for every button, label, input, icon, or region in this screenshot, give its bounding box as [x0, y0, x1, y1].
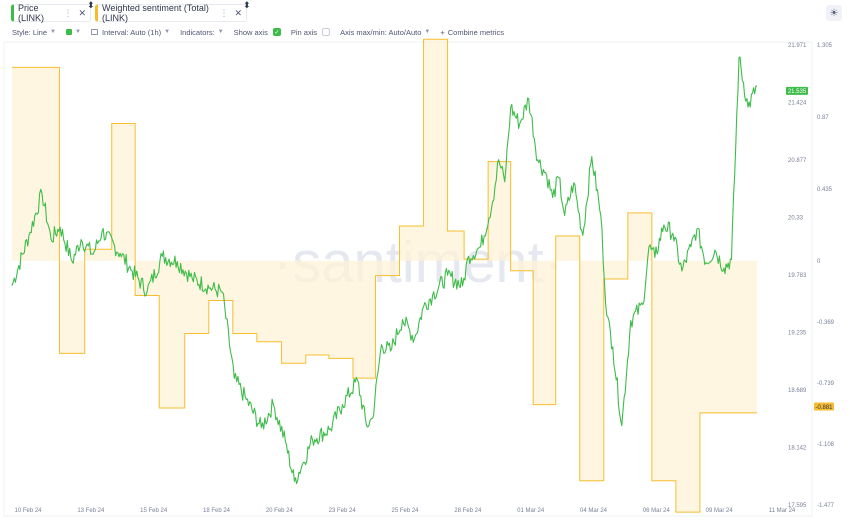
- kebab-menu-icon[interactable]: ⋮: [219, 7, 229, 18]
- pin-axis-toggle[interactable]: Pin axis: [290, 27, 331, 37]
- price-axis: 21.971 21.424 20.877 20.33 19.783 19.235 18.68…: [788, 43, 807, 509]
- axis-maxmin-dropdown[interactable]: Axis max/min: Auto/Auto ▼: [340, 28, 430, 37]
- x-tick-label: 18 Feb 24: [203, 508, 231, 514]
- x-tick-label: 25 Feb 24: [391, 508, 419, 514]
- chevron-down-icon: ▼: [424, 29, 431, 35]
- price-tick-label: 21.424: [788, 101, 807, 107]
- checkbox-empty-icon[interactable]: [322, 28, 331, 36]
- x-tick-label: 13 Feb 24: [77, 508, 105, 514]
- sentiment-badge-label: -0.881: [815, 405, 833, 411]
- x-tick-label: 09 Mar 24: [706, 508, 734, 514]
- checkbox-checked-icon[interactable]: ✓: [272, 28, 281, 36]
- price-badge-label: 21.535: [788, 89, 807, 95]
- interval-dropdown[interactable]: Interval: Auto (1h) ▼: [90, 27, 171, 37]
- chevron-down-icon: ▼: [50, 29, 56, 35]
- price-tick-label: 19.235: [788, 331, 807, 337]
- color-swatch-icon: [65, 29, 72, 35]
- sentiment-tick-label: 0: [817, 259, 821, 265]
- style-dropdown[interactable]: Style: Line ▼: [12, 28, 56, 37]
- calendar-icon: [90, 29, 98, 35]
- x-tick-label: 28 Feb 24: [454, 508, 482, 514]
- close-icon[interactable]: ✕: [234, 7, 242, 18]
- x-tick-label: 23 Feb 24: [329, 508, 357, 514]
- x-tick-label: 11 Mar 24: [769, 508, 796, 514]
- drag-handle-icon[interactable]: ⬍: [243, 0, 251, 10]
- sentiment-tick-label: -0.739: [817, 381, 835, 387]
- plot-border: [3, 41, 813, 517]
- sentiment-tick-label: -0.369: [817, 320, 835, 326]
- drag-handle-icon[interactable]: ⬍: [87, 0, 95, 10]
- close-icon[interactable]: ✕: [78, 7, 86, 18]
- combine-metrics-label: Combine metrics: [447, 27, 505, 37]
- indicators-dropdown[interactable]: Indicators: ▼: [180, 28, 224, 37]
- price-tick-label: 20.33: [788, 216, 804, 222]
- combine-metrics-button[interactable]: + Combine metrics: [440, 28, 504, 37]
- price-tick-label: 21.971: [788, 43, 807, 49]
- price-line: [11, 56, 757, 485]
- sentiment-line: [12, 38, 757, 513]
- price-tick-label: 17.595: [788, 503, 807, 509]
- show-axis-toggle[interactable]: Show axis ✓: [234, 28, 281, 37]
- pin-axis-label: Pin axis: [290, 27, 318, 37]
- metric-tab-price-label: Price (LINK): [18, 3, 45, 23]
- price-tick-label: 20.877: [788, 158, 807, 164]
- value-badges: 21.535 -0.881: [786, 86, 834, 411]
- plus-icon: +: [440, 27, 445, 37]
- sentiment-tick-label: 0.435: [817, 187, 833, 193]
- santiment-watermark: ·santiment·: [273, 230, 563, 295]
- x-tick-label: 04 Mar 24: [580, 508, 608, 514]
- kebab-menu-icon[interactable]: ⋮: [63, 7, 73, 18]
- sentiment-axis: 1.305 0.87 0.435 0 -0.369 -0.739 -1.108 -1.477: [817, 43, 835, 509]
- sentiment-badge: [814, 402, 834, 411]
- sentiment-area: [12, 39, 757, 513]
- sentiment-tick-label: 0.87: [817, 115, 829, 121]
- metric-tab-sentiment[interactable]: Weighted sentiment (Total) (LINK) ⋮ ✕: [95, 3, 247, 23]
- price-tick-label: 19.783: [788, 273, 807, 279]
- settings-sun-icon[interactable]: ☀: [826, 5, 842, 21]
- sentiment-tick-label: 1.305: [817, 43, 833, 49]
- sentiment-series: [12, 38, 757, 513]
- sentiment-tick-label: -1.477: [817, 503, 835, 509]
- price-tick-label: 18.689: [788, 388, 807, 394]
- style-label: Style: Line: [12, 27, 48, 37]
- price-badge: [786, 86, 808, 95]
- metric-tab-price[interactable]: Price (LINK) ⋮ ✕: [11, 3, 91, 23]
- axis-maxmin-label: Axis max/min: Auto/Auto: [340, 27, 422, 37]
- chevron-down-icon: ▼: [74, 29, 81, 35]
- x-tick-label: 20 Feb 24: [266, 508, 294, 514]
- metric-tab-sentiment-label: Weighted sentiment (Total) (LINK): [102, 3, 209, 23]
- interval-label: Interval: Auto (1h): [101, 27, 162, 37]
- color-picker[interactable]: ▼: [65, 29, 81, 35]
- price-series: [11, 56, 757, 485]
- sentiment-tick-label: -1.108: [817, 442, 835, 448]
- x-tick-label: 10 Feb 24: [14, 508, 42, 514]
- x-axis: 10 Feb 24 13 Feb 24 15 Feb 24 18 Feb 24 20 F…: [14, 508, 795, 514]
- indicators-label: Indicators:: [180, 27, 215, 37]
- show-axis-label: Show axis: [233, 27, 268, 37]
- chevron-down-icon: ▼: [164, 29, 171, 35]
- x-tick-label: 15 Feb 24: [140, 508, 168, 514]
- chart-toolbar: Style: Line ▼ ▼ Interval: Auto (1h) ▼ In…: [12, 26, 514, 38]
- x-tick-label: 06 Mar 24: [643, 508, 671, 514]
- chevron-down-icon: ▼: [217, 29, 224, 35]
- x-tick-label: 01 Mar 24: [517, 508, 545, 514]
- price-tick-label: 18.142: [788, 446, 807, 452]
